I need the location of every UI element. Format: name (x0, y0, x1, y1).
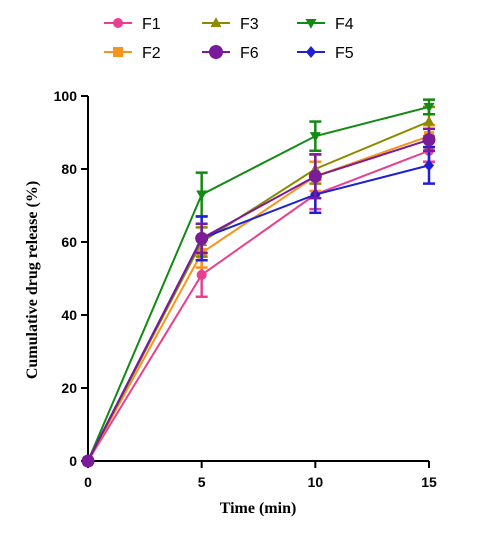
x-tick-label: 0 (84, 474, 92, 490)
legend-label: F2 (142, 45, 161, 62)
x-tick-label: 15 (421, 474, 437, 490)
series-f6 (81, 127, 436, 468)
legend-item-f3: F3 (202, 16, 259, 33)
legend-label: F5 (335, 45, 354, 62)
series-line (87, 135, 430, 462)
data-point (422, 133, 436, 147)
data-point (308, 169, 322, 183)
data-point (423, 102, 435, 113)
legend-label: F6 (240, 45, 259, 62)
legend-item-f1: F1 (104, 16, 161, 33)
series-f5 (83, 145, 435, 467)
y-ticks: 0 20 40 60 80 100 (54, 88, 88, 469)
legend-swatch-marker (305, 19, 317, 29)
y-axis-title: Cumulative drug release (%) (24, 181, 41, 379)
data-point (196, 269, 207, 280)
legend-swatch-marker (209, 45, 223, 59)
data-point (196, 190, 208, 201)
series-layer (81, 98, 436, 468)
data-point (195, 231, 209, 245)
y-tick-label: 80 (61, 161, 77, 177)
series-line (87, 149, 430, 462)
x-ticks: 0 5 10 15 (84, 461, 437, 490)
series-line (87, 164, 430, 462)
series-line (87, 138, 430, 462)
legend-swatch-marker (210, 17, 222, 27)
legend-swatch-marker (113, 18, 123, 28)
axes (87, 96, 429, 462)
legend-swatch-marker (113, 47, 123, 57)
series-f3 (82, 105, 435, 465)
legend-item-f2: F2 (104, 45, 161, 62)
x-tick-label: 10 (308, 474, 324, 490)
x-axis-title: Time (min) (220, 500, 297, 517)
x-tick-label: 5 (198, 474, 206, 490)
y-tick-label: 60 (61, 234, 77, 250)
data-point (423, 115, 435, 126)
y-tick-label: 40 (61, 307, 77, 323)
data-point (309, 132, 321, 142)
series-f1 (83, 138, 435, 466)
series-line (87, 105, 430, 462)
legend-item-f5: F5 (297, 45, 354, 62)
legend-item-f4: F4 (297, 16, 354, 33)
y-tick-label: 0 (69, 453, 77, 469)
legend-label: F1 (142, 16, 161, 33)
series-f2 (83, 123, 435, 466)
legend-label: F4 (335, 16, 354, 33)
y-tick-label: 100 (54, 88, 78, 104)
data-point (424, 159, 434, 172)
series-line (87, 120, 430, 462)
data-point (81, 454, 95, 468)
legend-item-f6: F6 (202, 45, 259, 62)
y-tick-label: 20 (61, 380, 77, 396)
legend-swatch-marker (306, 46, 316, 58)
legend-label: F3 (240, 16, 259, 33)
legend: F1 F3 F4 F2 F6 F5 (104, 16, 354, 62)
